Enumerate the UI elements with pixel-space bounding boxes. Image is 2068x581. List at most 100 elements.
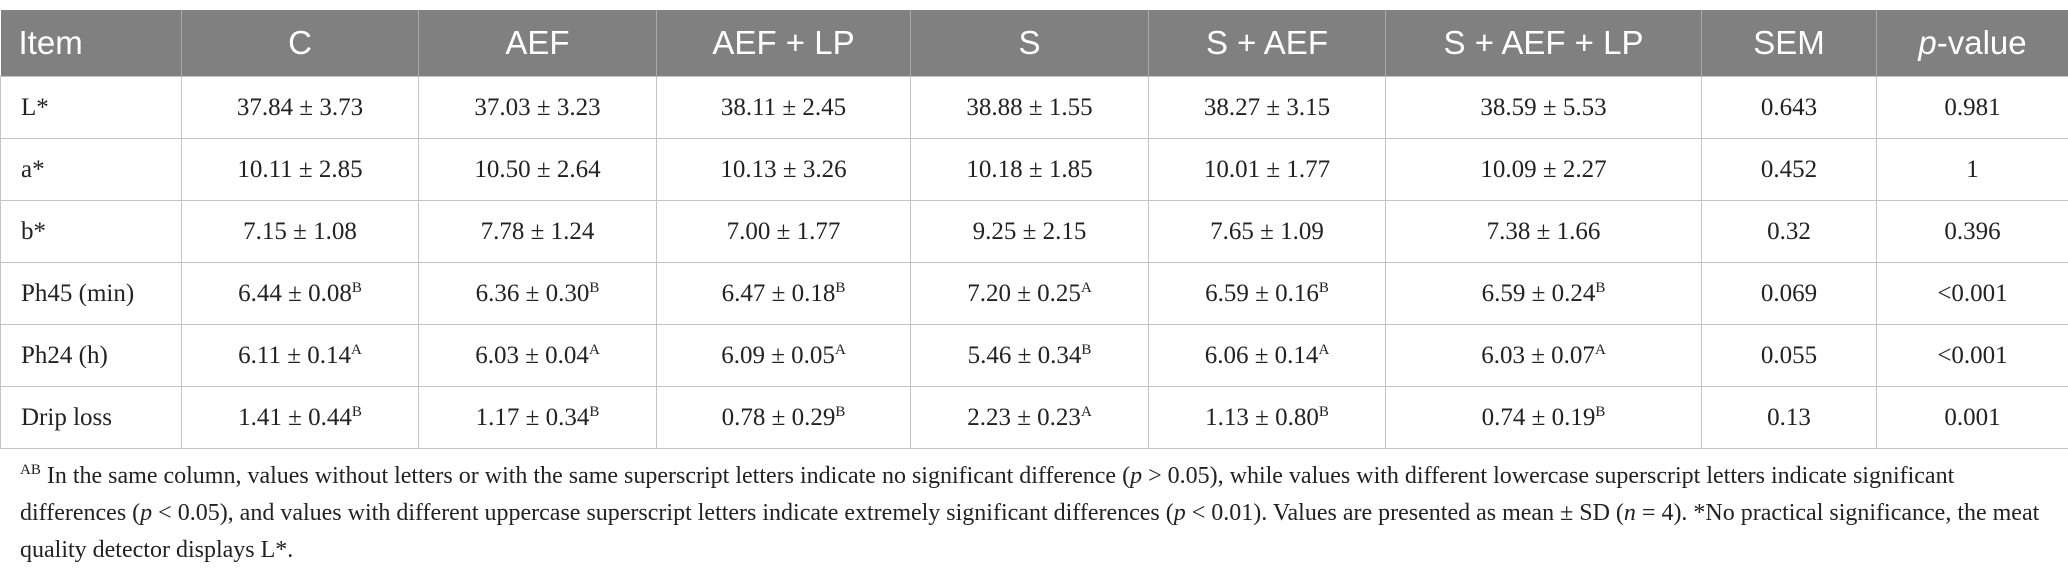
row-label: a* xyxy=(0,138,182,201)
text-segment: B xyxy=(1081,341,1092,358)
text-segment: B xyxy=(835,279,846,296)
text-segment: < 0.05), and values with different upper… xyxy=(152,500,1174,526)
text-segment: n xyxy=(1623,500,1636,526)
table-cell: 1.41 ± 0.44B xyxy=(181,386,419,449)
table-cell: 0.74 ± 0.19B xyxy=(1385,386,1702,449)
header-cell: AEF + LP xyxy=(656,10,911,77)
header-cell: AEF xyxy=(418,10,657,77)
table-cell: 0.452 xyxy=(1701,138,1877,201)
table-cell: 38.88 ± 1.55 xyxy=(910,76,1149,139)
text-segment: 0.74 ± 0.19 xyxy=(1481,403,1596,431)
text-segment: = 4). *No practical significance, the me… xyxy=(20,500,2040,563)
text-segment: A xyxy=(350,341,362,358)
table-cell: 6.03 ± 0.04A xyxy=(418,324,657,387)
text-segment: B xyxy=(589,279,600,296)
table-cell: 7.78 ± 1.24 xyxy=(418,200,657,263)
table-row: Ph24 (h) 6.11 ± 0.14A 6.03 ± 0.04A 6.09 ± 0… xyxy=(0,324,2068,387)
table-cell: 10.09 ± 2.27 xyxy=(1385,138,1702,201)
table-cell: 6.36 ± 0.30B xyxy=(418,262,657,325)
text-segment: B xyxy=(1318,279,1329,296)
table-cell: 0.069 xyxy=(1701,262,1877,325)
text-segment: In the same column, values without lette… xyxy=(40,463,1131,489)
text-segment: p xyxy=(1130,463,1143,489)
header-cell: S + AEF + LP xyxy=(1385,10,1702,77)
text-segment: < 0.01). Values are presented as mean ± … xyxy=(1185,500,1624,526)
header-row: Item C AEF AEF + LP S S + AEF S + AEF + LP SEM p… xyxy=(0,10,2068,77)
table-cell: 6.44 ± 0.08B xyxy=(181,262,419,325)
text-segment: > 0.05), while values with different low… xyxy=(20,463,1955,526)
text-segment: A xyxy=(1080,279,1092,296)
table-cell: 1.17 ± 0.34B xyxy=(418,386,657,449)
table-row: Drip loss 1.41 ± 0.44B 1.17 ± 0.34B 0.78 ± … xyxy=(0,386,2068,449)
text-segment: 6.59 ± 0.16 xyxy=(1205,279,1319,307)
text-segment: p xyxy=(1173,500,1186,526)
text-segment: B xyxy=(589,403,600,420)
table-cell: 6.06 ± 0.14A xyxy=(1148,324,1386,387)
text-segment: A xyxy=(588,341,600,358)
text-segment: B xyxy=(1318,403,1329,420)
row-label: b* xyxy=(0,200,182,263)
table-cell: 38.11 ± 2.45 xyxy=(656,76,911,139)
header-cell: SEM xyxy=(1701,10,1877,77)
table-row: a* 10.11 ± 2.85 10.50 ± 2.64 10.13 ± 3.26 10… xyxy=(0,138,2068,201)
table-cell: 0.32 xyxy=(1701,200,1877,263)
table-cell: 38.27 ± 3.15 xyxy=(1148,76,1386,139)
row-label: Drip loss xyxy=(0,386,182,449)
text-segment: 6.44 ± 0.08 xyxy=(238,279,352,307)
table-cell: 10.01 ± 1.77 xyxy=(1148,138,1386,201)
text-segment: 6.06 ± 0.14 xyxy=(1204,341,1319,369)
table-cell: 38.59 ± 5.53 xyxy=(1385,76,1702,139)
text-segment: 5.46 ± 0.34 xyxy=(967,341,1082,369)
table-row: b* 7.15 ± 1.08 7.78 ± 1.24 7.00 ± 1.77 9.25 … xyxy=(0,200,2068,263)
text-segment: 6.59 ± 0.24 xyxy=(1481,279,1596,307)
text-segment: p xyxy=(1918,24,1937,61)
data-table: Item C AEF AEF + LP S S + AEF S + AEF + LP SEM p… xyxy=(0,10,2068,449)
header-cell: p-value xyxy=(1876,10,2068,77)
text-segment: B xyxy=(835,403,846,420)
table-cell: 2.23 ± 0.23A xyxy=(910,386,1149,449)
text-segment: p xyxy=(140,500,153,526)
table-cell: 7.20 ± 0.25A xyxy=(910,262,1149,325)
table-cell: 7.15 ± 1.08 xyxy=(181,200,419,263)
text-segment: A xyxy=(834,341,846,358)
table-cell: 0.643 xyxy=(1701,76,1877,139)
table-cell: 0.055 xyxy=(1701,324,1877,387)
table-cell: 7.65 ± 1.09 xyxy=(1148,200,1386,263)
table-cell: 0.001 xyxy=(1876,386,2068,449)
table-cell: 6.47 ± 0.18B xyxy=(656,262,911,325)
text-segment: 6.11 ± 0.14 xyxy=(238,341,351,369)
table-cell: 6.59 ± 0.24B xyxy=(1385,262,1702,325)
header-cell: Item xyxy=(0,10,182,77)
table-cell: 10.18 ± 1.85 xyxy=(910,138,1149,201)
table-cell: 0.13 xyxy=(1701,386,1877,449)
table-cell: <0.001 xyxy=(1876,262,2068,325)
text-segment: A xyxy=(1080,403,1092,420)
table-row: Ph45 (min) 6.44 ± 0.08B 6.36 ± 0.30B 6.47 ±… xyxy=(0,262,2068,325)
table-cell: 6.11 ± 0.14A xyxy=(181,324,419,387)
table-cell: 6.09 ± 0.05A xyxy=(656,324,911,387)
text-segment: A xyxy=(1318,341,1330,358)
text-segment: B xyxy=(1595,403,1606,420)
table-cell: 37.03 ± 3.23 xyxy=(418,76,657,139)
text-segment: 0.78 ± 0.29 xyxy=(721,403,836,431)
text-segment: B xyxy=(351,279,362,296)
row-label: Ph45 (min) xyxy=(0,262,182,325)
table-cell: 10.11 ± 2.85 xyxy=(181,138,419,201)
text-segment: 1.41 ± 0.44 xyxy=(238,403,352,431)
text-segment: 6.09 ± 0.05 xyxy=(721,341,835,369)
row-label: Ph24 (h) xyxy=(0,324,182,387)
table-cell: 5.46 ± 0.34B xyxy=(910,324,1149,387)
table-body: L* 37.84 ± 3.73 37.03 ± 3.23 38.11 ± 2.45 38… xyxy=(0,76,2068,449)
text-segment: 6.03 ± 0.07 xyxy=(1481,341,1595,369)
text-segment: AB xyxy=(20,462,41,478)
text-segment: 6.03 ± 0.04 xyxy=(475,341,589,369)
table-row: L* 37.84 ± 3.73 37.03 ± 3.23 38.11 ± 2.45 38… xyxy=(0,76,2068,139)
table-cell: 9.25 ± 2.15 xyxy=(910,200,1149,263)
table-cell: 0.981 xyxy=(1876,76,2068,139)
table-cell: 6.03 ± 0.07A xyxy=(1385,324,1702,387)
table-cell: 6.59 ± 0.16B xyxy=(1148,262,1386,325)
table-cell: 7.38 ± 1.66 xyxy=(1385,200,1702,263)
text-segment: -value xyxy=(1936,24,2027,61)
text-segment: B xyxy=(1595,279,1606,296)
